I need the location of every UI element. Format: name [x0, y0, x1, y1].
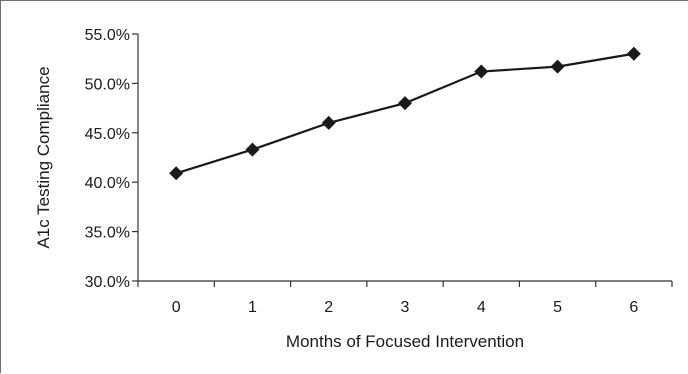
series-group	[169, 46, 641, 181]
y-tick-label: 40.0%	[85, 175, 130, 192]
data-point-marker	[245, 142, 260, 157]
y-axis-ticks: 30.0% 35.0% 40.0% 45.0% 50.0% 55.0%	[85, 27, 138, 291]
axes	[137, 34, 672, 282]
data-point-marker	[398, 96, 412, 111]
x-tick-label: 5	[553, 299, 562, 316]
y-tick-label: 35.0%	[85, 225, 130, 242]
y-axis-title: A1c Testing Compliance	[34, 66, 53, 248]
data-point-marker	[626, 46, 641, 61]
y-tick-label: 50.0%	[85, 76, 130, 93]
x-tick-label: 0	[172, 299, 181, 316]
data-point-marker	[321, 115, 336, 130]
data-point-marker	[550, 59, 565, 74]
x-tick-label: 2	[324, 299, 333, 316]
x-tick-label: 4	[477, 299, 486, 316]
data-point-marker	[474, 64, 489, 79]
x-tick-label: 6	[629, 299, 638, 316]
y-tick-label: 30.0%	[85, 274, 130, 291]
x-axis-ticks: 0 1 2 3 4 5 6	[137, 281, 673, 316]
x-tick-label: 3	[401, 299, 410, 316]
x-tick-label: 1	[248, 299, 257, 316]
data-point-marker	[169, 166, 184, 181]
series-line	[175, 52, 635, 175]
y-tick-label: 45.0%	[85, 126, 130, 143]
x-axis-title: Months of Focused Intervention	[286, 332, 524, 351]
y-tick-label: 55.0%	[85, 27, 130, 44]
